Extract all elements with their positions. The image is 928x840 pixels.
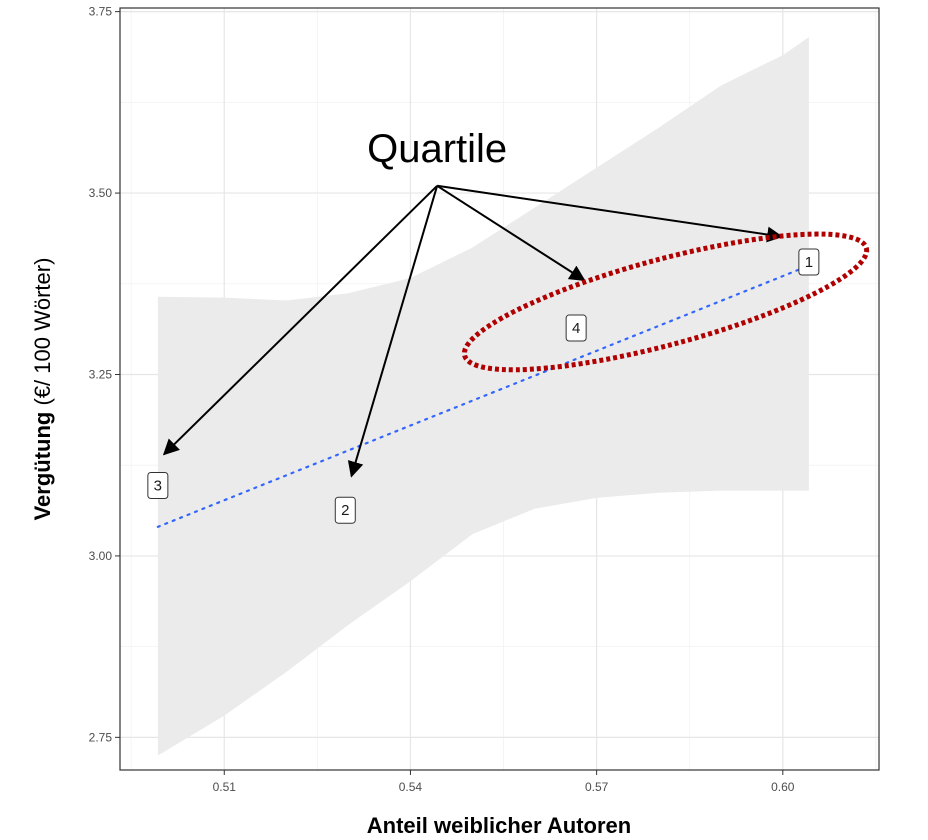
y-axis-title-bold: Vergütung bbox=[30, 412, 55, 521]
x-tick-label: 0.60 bbox=[771, 780, 795, 794]
y-axis-title-rest: (€/ 100 Wörter) bbox=[30, 258, 55, 412]
point-label-box bbox=[565, 314, 587, 342]
annotation-arrow bbox=[436, 184, 784, 243]
point-label-box bbox=[334, 496, 356, 524]
regression-line bbox=[156, 264, 810, 528]
y-axis-title: Vergütung (€/ 100 Wörter) bbox=[30, 258, 55, 521]
plot-border bbox=[119, 7, 880, 771]
annotation-arrow bbox=[347, 185, 439, 478]
highlight-ellipse bbox=[461, 231, 870, 373]
x-axis-title: Anteil weiblicher Autoren bbox=[367, 813, 631, 838]
x-tick-label: 0.54 bbox=[399, 780, 423, 794]
point-label-box bbox=[147, 472, 169, 500]
annotation-arrow bbox=[162, 185, 438, 456]
point-label-box bbox=[798, 248, 820, 276]
x-tick-label: 0.51 bbox=[213, 780, 237, 794]
annotation-arrow bbox=[436, 184, 586, 282]
y-tick-label: 3.50 bbox=[89, 186, 113, 200]
y-tick-label: 3.75 bbox=[89, 5, 113, 19]
axis-ticks: 0.51 0.54 0.57 0.60 2.75 3.00 3.25 3.50 3.75 bbox=[89, 5, 795, 794]
point-label: 4 bbox=[572, 320, 580, 337]
y-tick-label: 2.75 bbox=[89, 730, 113, 744]
point-label: 1 bbox=[805, 254, 813, 271]
point-label: 3 bbox=[154, 478, 162, 495]
annotation-title: Quartile bbox=[367, 127, 507, 171]
y-tick-label: 3.25 bbox=[89, 367, 113, 381]
regression-line-path bbox=[156, 264, 810, 528]
annotations: Quartile bbox=[162, 127, 870, 478]
y-tick-label: 3.00 bbox=[89, 549, 113, 563]
x-tick-label: 0.57 bbox=[585, 780, 609, 794]
point-labels: 1 2 3 4 bbox=[147, 248, 820, 524]
point-label: 2 bbox=[341, 502, 349, 519]
